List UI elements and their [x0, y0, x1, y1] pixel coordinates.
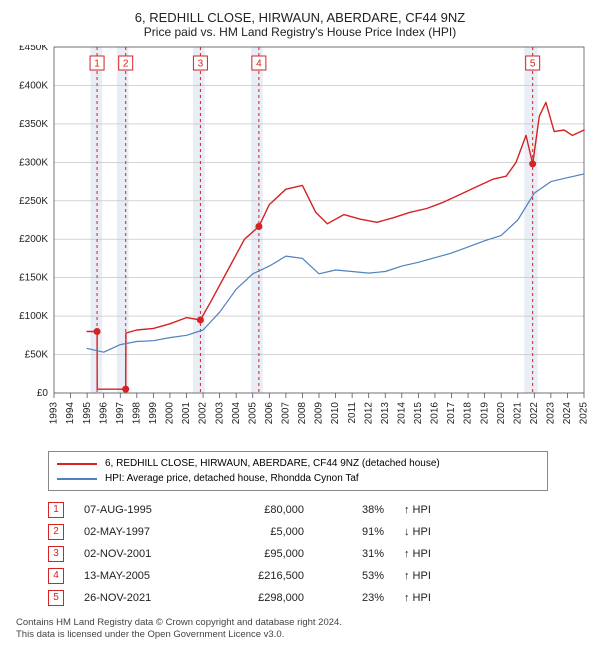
transaction-price: £298,000 [214, 592, 304, 604]
transaction-marker: 5 [48, 590, 64, 606]
svg-text:£450K: £450K [19, 45, 48, 53]
svg-text:2013: 2013 [380, 402, 391, 425]
svg-text:1997: 1997 [115, 402, 126, 425]
transaction-row: 5 26-NOV-2021 £298,000 23% ↑ HPI [48, 587, 584, 609]
transaction-marker: 1 [48, 502, 64, 518]
svg-text:£350K: £350K [19, 119, 48, 130]
transaction-marker: 4 [48, 568, 64, 584]
svg-text:2003: 2003 [214, 402, 225, 425]
svg-text:2005: 2005 [247, 402, 258, 425]
transaction-pct: 91% [324, 526, 384, 538]
svg-text:£300K: £300K [19, 157, 48, 168]
svg-text:5: 5 [530, 59, 536, 70]
transaction-price: £80,000 [214, 504, 304, 516]
transaction-dir: ↑ HPI [404, 548, 454, 560]
svg-text:£400K: £400K [19, 80, 48, 91]
transaction-dir: ↑ HPI [404, 592, 454, 604]
svg-text:£250K: £250K [19, 196, 48, 207]
svg-text:£50K: £50K [25, 350, 49, 361]
transaction-pct: 23% [324, 592, 384, 604]
line-chart: £0 £50K £100K £150K £200K £250K £300K £350K £400… [12, 45, 588, 445]
svg-text:1995: 1995 [82, 402, 93, 425]
svg-text:2020: 2020 [496, 402, 507, 425]
transaction-price: £216,500 [214, 570, 304, 582]
legend-label: HPI: Average price, detached house, Rhon… [105, 471, 359, 486]
legend-swatch [57, 463, 97, 465]
svg-text:2006: 2006 [264, 402, 275, 425]
svg-text:2015: 2015 [413, 402, 424, 425]
chart-title: 6, REDHILL CLOSE, HIRWAUN, ABERDARE, CF4… [12, 10, 588, 25]
legend-box: 6, REDHILL CLOSE, HIRWAUN, ABERDARE, CF4… [48, 451, 548, 491]
transaction-pct: 38% [324, 504, 384, 516]
svg-text:3: 3 [198, 59, 204, 70]
transaction-row: 1 07-AUG-1995 £80,000 38% ↑ HPI [48, 499, 584, 521]
transaction-marker: 2 [48, 524, 64, 540]
svg-text:2017: 2017 [446, 402, 457, 425]
svg-text:£200K: £200K [19, 234, 48, 245]
svg-text:2001: 2001 [181, 402, 192, 425]
svg-text:1993: 1993 [49, 402, 60, 425]
transaction-date: 13-MAY-2005 [84, 570, 194, 582]
svg-text:2012: 2012 [363, 402, 374, 425]
footer-line-1: Contains HM Land Registry data © Crown c… [16, 617, 584, 629]
svg-text:2002: 2002 [198, 402, 209, 425]
transaction-marker: 3 [48, 546, 64, 562]
svg-text:2023: 2023 [546, 402, 557, 425]
transaction-dir: ↑ HPI [404, 570, 454, 582]
transaction-price: £95,000 [214, 548, 304, 560]
legend-row: 6, REDHILL CLOSE, HIRWAUN, ABERDARE, CF4… [57, 456, 539, 471]
svg-text:2008: 2008 [297, 402, 308, 425]
svg-text:1996: 1996 [98, 402, 109, 425]
transaction-row: 4 13-MAY-2005 £216,500 53% ↑ HPI [48, 565, 584, 587]
svg-text:£100K: £100K [19, 311, 48, 322]
legend-row: HPI: Average price, detached house, Rhon… [57, 471, 539, 486]
footer-notice: Contains HM Land Registry data © Crown c… [16, 617, 584, 642]
svg-text:2: 2 [123, 59, 129, 70]
svg-text:2025: 2025 [579, 402, 588, 425]
svg-text:1998: 1998 [131, 402, 142, 425]
svg-text:2010: 2010 [330, 402, 341, 425]
transaction-date: 02-MAY-1997 [84, 526, 194, 538]
legend-swatch [57, 478, 97, 480]
footer-line-2: This data is licensed under the Open Gov… [16, 629, 584, 641]
svg-text:£0: £0 [37, 388, 49, 399]
transaction-row: 2 02-MAY-1997 £5,000 91% ↓ HPI [48, 521, 584, 543]
transaction-pct: 53% [324, 570, 384, 582]
svg-text:2009: 2009 [314, 402, 325, 425]
svg-text:2000: 2000 [165, 402, 176, 425]
svg-text:1994: 1994 [65, 402, 76, 425]
transaction-pct: 31% [324, 548, 384, 560]
legend-label: 6, REDHILL CLOSE, HIRWAUN, ABERDARE, CF4… [105, 456, 440, 471]
svg-text:2014: 2014 [396, 402, 407, 425]
chart-subtitle: Price paid vs. HM Land Registry's House … [12, 25, 588, 39]
svg-text:4: 4 [256, 59, 262, 70]
svg-text:2024: 2024 [562, 402, 573, 425]
svg-text:£150K: £150K [19, 273, 48, 284]
transactions-table: 1 07-AUG-1995 £80,000 38% ↑ HPI 2 02-MAY-1997 £… [48, 499, 584, 609]
transaction-row: 3 02-NOV-2001 £95,000 31% ↑ HPI [48, 543, 584, 565]
svg-text:2004: 2004 [231, 402, 242, 425]
chart-area: £0 £50K £100K £150K £200K £250K £300K £350K £400… [12, 45, 588, 445]
svg-text:2019: 2019 [479, 402, 490, 425]
svg-text:2016: 2016 [430, 402, 441, 425]
transaction-price: £5,000 [214, 526, 304, 538]
transaction-date: 02-NOV-2001 [84, 548, 194, 560]
svg-text:1999: 1999 [148, 402, 159, 425]
svg-text:2021: 2021 [512, 402, 523, 425]
transaction-dir: ↑ HPI [404, 504, 454, 516]
svg-text:2011: 2011 [347, 402, 358, 424]
transaction-dir: ↓ HPI [404, 526, 454, 538]
svg-text:2022: 2022 [529, 402, 540, 425]
svg-text:1: 1 [94, 59, 100, 70]
svg-text:2007: 2007 [281, 402, 292, 425]
svg-text:2018: 2018 [463, 402, 474, 425]
transaction-date: 07-AUG-1995 [84, 504, 194, 516]
transaction-date: 26-NOV-2021 [84, 592, 194, 604]
